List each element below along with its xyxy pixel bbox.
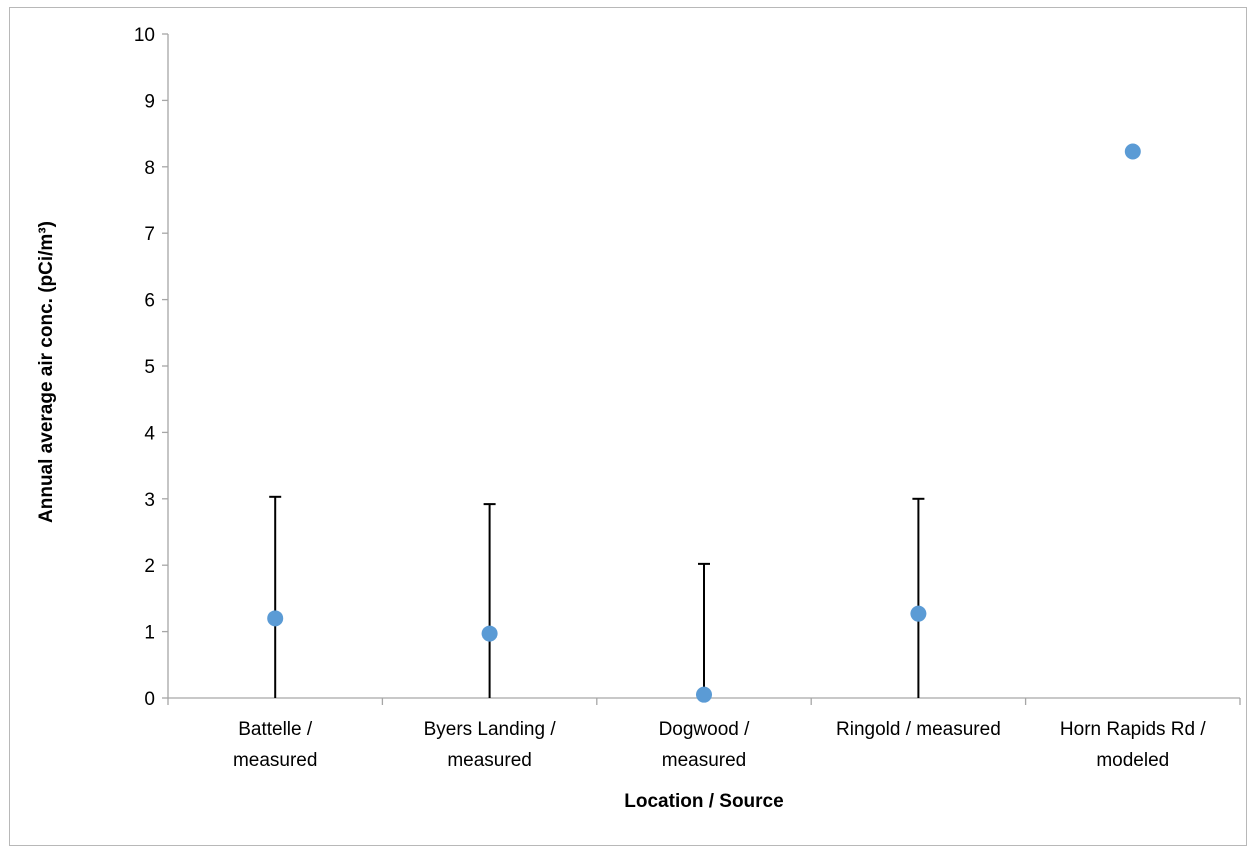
y-tick-label: 10 [134, 25, 155, 46]
x-category-label: Ringold / measured [836, 719, 1001, 740]
data-point [481, 625, 498, 642]
x-category-label: Horn Rapids Rd / modeled [1060, 719, 1206, 771]
y-tick-label: 9 [144, 91, 155, 112]
y-tick-label: 8 [144, 158, 155, 179]
chart-area: 0 1 2 3 4 5 6 7 8 9 10 Battelle / measured Byers Land… [9, 7, 1247, 846]
x-category-label-line: measured [447, 750, 532, 771]
error-bars [269, 495, 925, 698]
y-tick-label: 2 [144, 556, 155, 577]
x-category-label-line: measured [233, 750, 318, 771]
x-category-label-line: Ringold / measured [836, 719, 1001, 740]
x-category-label-line: modeled [1096, 750, 1169, 771]
x-category-label-line: Dogwood / [659, 719, 751, 740]
x-category-label-line: Byers Landing / [424, 719, 557, 740]
y-tick-label: 4 [144, 423, 155, 444]
y-tick-label: 6 [144, 291, 155, 312]
y-tick-label: 3 [144, 490, 155, 511]
x-category-label-line: Horn Rapids Rd / [1060, 719, 1206, 740]
data-point [910, 605, 927, 622]
x-category-label: Dogwood / measured [659, 719, 751, 771]
y-axis-title: Annual average air conc. (pCi/m³) [36, 221, 57, 523]
x-category-label: Byers Landing / measured [424, 719, 557, 771]
y-tick-label: 5 [144, 357, 155, 378]
x-axis-title: Location / Source [624, 791, 783, 812]
data-points [267, 143, 1141, 703]
y-tick-label: 7 [144, 224, 155, 245]
x-category-label-line: Battelle / [238, 719, 313, 740]
y-tick-label: 0 [144, 689, 155, 710]
x-category-label-line: measured [662, 750, 747, 771]
y-tick-label: 1 [144, 623, 155, 644]
data-point [1124, 143, 1141, 160]
data-point [267, 610, 284, 627]
axes [162, 33, 1241, 705]
x-category-label: Battelle / measured [233, 719, 318, 771]
data-point [696, 686, 712, 703]
